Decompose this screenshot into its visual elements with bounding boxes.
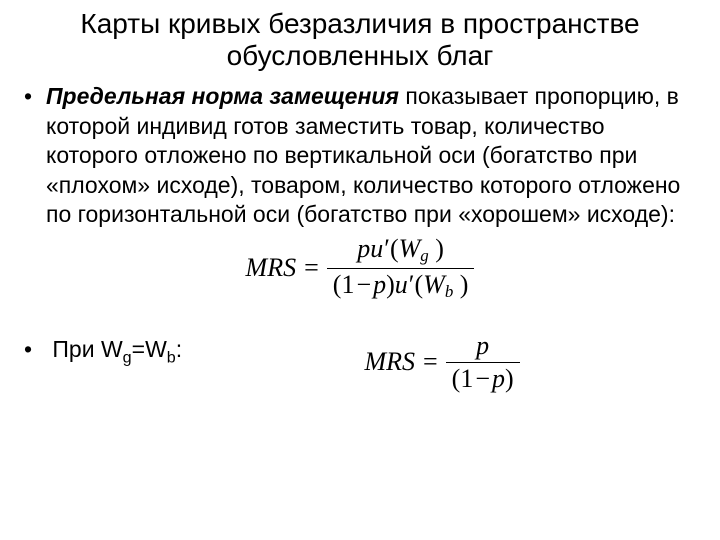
sym-u-2: u (395, 270, 408, 299)
sym-p: p (357, 234, 370, 263)
formula-1: MRS = pu′(Wg ) (1−p)u′(Wb ) (246, 236, 475, 301)
sym-lparen: ( (390, 234, 399, 263)
sym-minus-2: − (475, 364, 490, 393)
slide-title: Карты кривых безразличия в пространстве … (18, 8, 702, 72)
equals-sign-2: = (423, 349, 438, 375)
sym-one-2: 1 (460, 364, 473, 393)
sym-p-3: p (476, 331, 489, 360)
sym-W-2: W (423, 270, 445, 299)
sym-sub-b: b (445, 282, 453, 301)
bullet-1: Предельная норма замещения показывает пр… (46, 82, 702, 229)
sym-one: 1 (341, 270, 354, 299)
formula-1-cell: MRS = pu′(Wg ) (1−p)u′(Wb ) (18, 236, 702, 301)
fraction-2-numerator: p (446, 333, 520, 363)
bullet-2-eq: = (132, 336, 145, 362)
fraction-2-denominator: (1−p) (446, 363, 520, 392)
slide: Карты кривых безразличия в пространстве … (0, 0, 720, 540)
formula-2-cell: MRS = p (1−p) (182, 311, 702, 392)
equals-sign: = (304, 255, 319, 281)
sym-minus: − (356, 270, 371, 299)
sym-lparen-3: ( (414, 270, 423, 299)
fraction-1-numerator: pu′(Wg ) (327, 236, 475, 269)
bullet-2-pre: При (52, 336, 101, 362)
bullet-2-sub2: b (167, 348, 176, 366)
sym-rparen-2: ) (386, 270, 395, 299)
mrs-symbol-2: MRS (364, 349, 415, 375)
bullet-2-sub1: g (123, 348, 132, 366)
title-line-1: Карты кривых безразличия в пространстве (80, 8, 639, 39)
fraction-1: pu′(Wg ) (1−p)u′(Wb ) (327, 236, 475, 301)
formula-2-row: При Wg=Wb: MRS = p (1−p) (18, 311, 702, 392)
formula-2: MRS = p (1−p) (364, 333, 519, 392)
bullet-1-term: Предельная норма замещения (46, 83, 399, 109)
sym-rparen-4: ) (505, 364, 514, 393)
sym-rparen-3: ) (460, 270, 469, 299)
fraction-1-denominator: (1−p)u′(Wb ) (327, 269, 475, 301)
title-line-2: обусловленных благ (227, 40, 494, 71)
bullet-2-w2: W (145, 336, 167, 362)
sym-W: W (399, 234, 421, 263)
bullet-2: При Wg=Wb: (18, 336, 182, 368)
sym-rparen: ) (435, 234, 444, 263)
mrs-symbol: MRS (246, 255, 297, 281)
bullet-list: Предельная норма замещения показывает пр… (18, 82, 702, 229)
sym-sub-g: g (420, 246, 428, 265)
sym-p-2: p (373, 270, 386, 299)
fraction-2: p (1−p) (446, 333, 520, 392)
formula-1-row: MRS = pu′(Wg ) (1−p)u′(Wb ) (18, 236, 702, 301)
sym-u: u (370, 234, 383, 263)
sym-p-4: p (492, 364, 505, 393)
bullet-2-w1: W (101, 336, 123, 362)
